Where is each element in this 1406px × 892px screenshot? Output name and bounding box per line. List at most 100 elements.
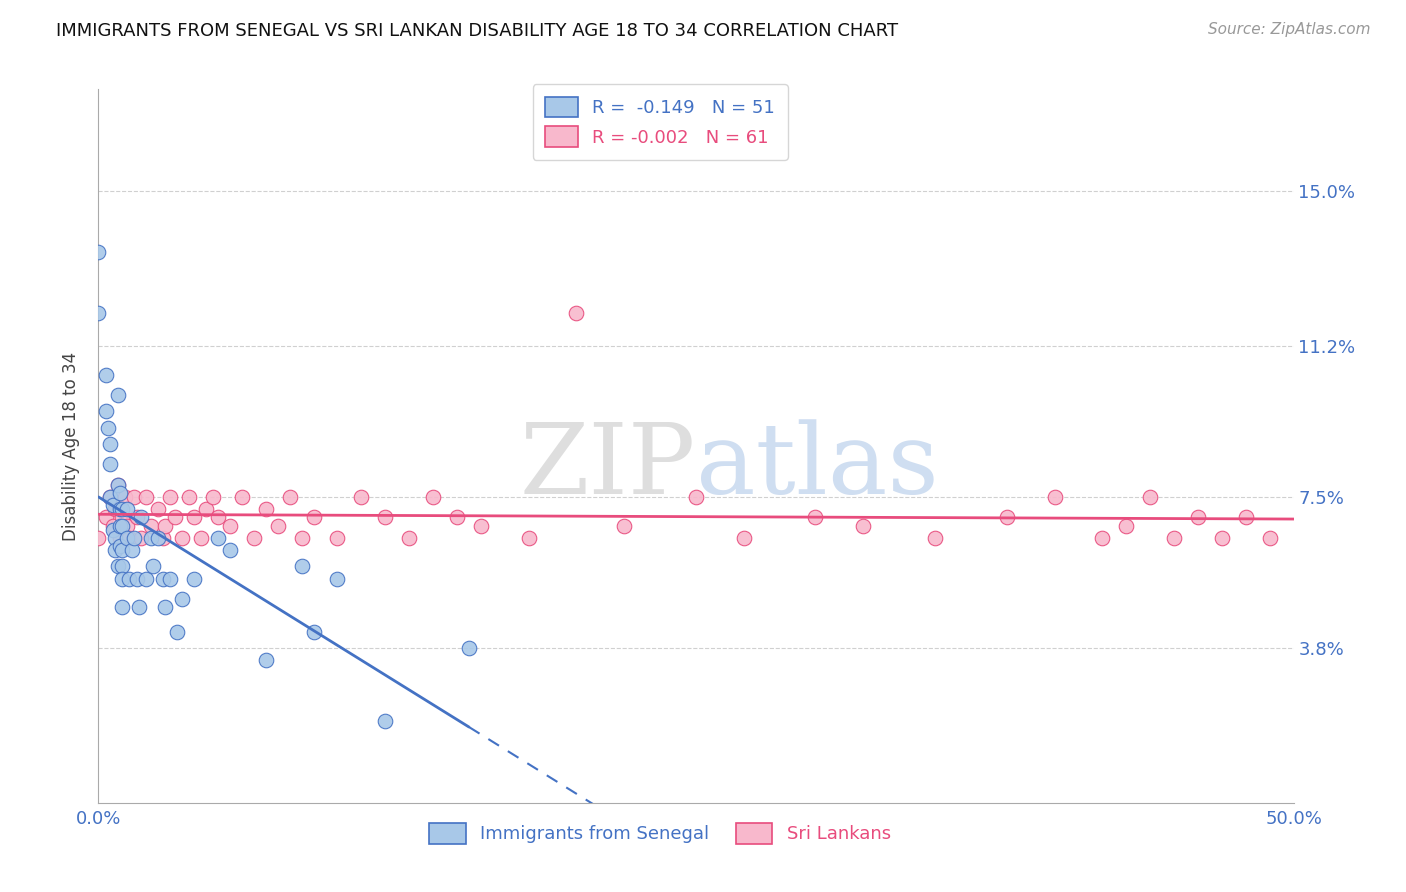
Point: [98, 437, 122, 451]
Point: [142, 559, 165, 574]
Point: [470, 518, 492, 533]
Point: [1211, 531, 1233, 545]
Point: [254, 502, 277, 516]
Point: [517, 531, 540, 545]
Point: [148, 531, 170, 545]
Point: [243, 531, 266, 545]
Point: [121, 543, 143, 558]
Point: [995, 510, 1018, 524]
Point: [183, 510, 205, 524]
Point: [98, 458, 122, 472]
Point: [190, 531, 212, 545]
Point: [107, 559, 129, 574]
Point: [148, 502, 170, 516]
Point: [398, 531, 420, 545]
Point: [155, 600, 177, 615]
Text: ZIP: ZIP: [520, 419, 696, 516]
Point: [107, 477, 129, 491]
Point: [131, 531, 153, 545]
Point: [139, 518, 162, 533]
Point: [733, 531, 755, 545]
Point: [111, 572, 134, 586]
Point: [1115, 518, 1137, 533]
Point: [108, 518, 131, 533]
Point: [115, 531, 138, 545]
Point: [219, 543, 242, 558]
Point: [87, 245, 110, 260]
Point: [87, 306, 110, 320]
Point: [685, 490, 707, 504]
Y-axis label: Disability Age 18 to 34: Disability Age 18 to 34: [62, 351, 80, 541]
Point: [446, 510, 468, 524]
Point: [1043, 490, 1066, 504]
Point: [94, 510, 117, 524]
Point: [104, 543, 127, 558]
Point: [111, 559, 134, 574]
Point: [108, 531, 131, 545]
Point: [254, 653, 277, 667]
Point: [125, 572, 148, 586]
Point: [118, 531, 141, 545]
Point: [104, 502, 127, 516]
Point: [135, 572, 157, 586]
Point: [152, 572, 174, 586]
Point: [202, 490, 225, 504]
Point: [159, 490, 181, 504]
Point: [1234, 510, 1257, 524]
Point: [155, 518, 177, 533]
Point: [101, 498, 124, 512]
Point: [115, 502, 138, 516]
Point: [278, 490, 301, 504]
Point: [350, 490, 373, 504]
Point: [172, 591, 194, 606]
Point: [1187, 510, 1209, 524]
Point: [152, 531, 174, 545]
Point: [1139, 490, 1161, 504]
Point: [108, 539, 131, 553]
Point: [111, 543, 134, 558]
Text: atlas: atlas: [696, 419, 939, 516]
Point: [1163, 531, 1185, 545]
Point: [613, 518, 636, 533]
Point: [114, 490, 136, 504]
Point: [115, 518, 138, 533]
Point: [111, 502, 134, 516]
Point: [374, 510, 396, 524]
Point: [326, 572, 349, 586]
Point: [128, 600, 150, 615]
Point: [166, 624, 188, 639]
Point: [111, 510, 134, 524]
Point: [1091, 531, 1114, 545]
Point: [183, 572, 205, 586]
Point: [124, 490, 146, 504]
Point: [852, 518, 875, 533]
Point: [326, 531, 349, 545]
Point: [219, 518, 242, 533]
Point: [207, 531, 229, 545]
Point: [422, 490, 444, 504]
Point: [108, 486, 131, 500]
Point: [565, 306, 588, 320]
Point: [302, 624, 325, 639]
Point: [101, 518, 124, 533]
Point: [124, 531, 146, 545]
Point: [118, 572, 141, 586]
Point: [458, 640, 481, 655]
Point: [97, 420, 120, 434]
Point: [924, 531, 946, 545]
Point: [1258, 531, 1281, 545]
Point: [267, 518, 290, 533]
Point: [139, 531, 162, 545]
Point: [195, 502, 218, 516]
Point: [107, 477, 129, 491]
Point: [163, 510, 186, 524]
Text: Source: ZipAtlas.com: Source: ZipAtlas.com: [1208, 22, 1371, 37]
Point: [94, 368, 117, 382]
Point: [111, 600, 134, 615]
Point: [374, 714, 396, 729]
Text: IMMIGRANTS FROM SENEGAL VS SRI LANKAN DISABILITY AGE 18 TO 34 CORRELATION CHART: IMMIGRANTS FROM SENEGAL VS SRI LANKAN DI…: [56, 22, 898, 40]
Point: [98, 490, 122, 504]
Point: [104, 531, 127, 545]
Point: [291, 531, 314, 545]
Point: [291, 559, 314, 574]
